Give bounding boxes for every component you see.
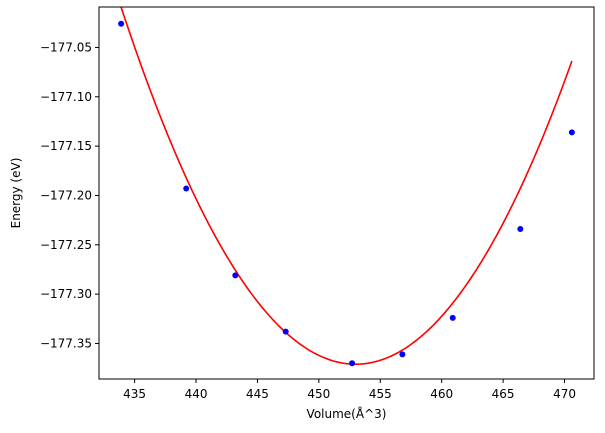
y-axis-label: Energy (eV) [9,158,23,229]
x-tick-label: 445 [246,387,269,401]
data-point [282,328,289,335]
data-point [118,20,125,27]
y-tick-label: −177.15 [40,139,92,153]
data-point [232,272,239,279]
fit-curve-line [120,6,573,366]
x-tick-label: 465 [492,387,515,401]
y-tick-label: −177.30 [40,287,92,301]
x-tick-label: 440 [185,387,208,401]
y-tick-label: −177.35 [40,336,92,350]
x-tick-label: 460 [430,387,453,401]
data-point [449,314,456,321]
data-points-layer [118,20,575,367]
x-tick-label: 450 [307,387,330,401]
plot-frame [98,6,595,380]
y-ticks: −177.35 −177.30 −177.25 −177.20 −177.15 −177.… [40,40,99,350]
y-tick-label: −177.05 [40,40,92,54]
y-tick-label: −177.25 [40,238,92,252]
x-tick-label: 455 [369,387,392,401]
plot-area [99,7,594,379]
y-tick-label: −177.20 [40,188,92,202]
data-point [183,185,190,192]
fit-curve-layer [120,6,573,366]
data-point [568,129,575,136]
x-tick-label: 470 [553,387,576,401]
data-point [517,226,524,233]
x-ticks: 435 440 445 450 455 460 465 470 [123,379,576,401]
data-point [399,351,406,358]
data-point [349,360,356,367]
y-tick-label: −177.10 [40,90,92,104]
x-tick-label: 435 [123,387,146,401]
x-axis-label: Volume(Å^3) [307,406,387,421]
